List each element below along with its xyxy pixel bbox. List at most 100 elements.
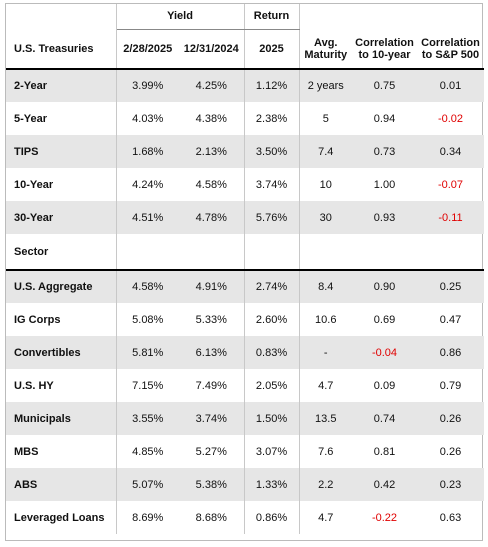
cell-value: 0.25 bbox=[417, 270, 485, 303]
cell-value: 3.07% bbox=[244, 435, 300, 468]
empty-cell bbox=[116, 234, 179, 270]
cell-value: 0.09 bbox=[373, 379, 396, 392]
column-header: Correlation to S&P 500 bbox=[421, 36, 480, 61]
cell-value: 10 bbox=[319, 178, 332, 191]
cell-value: 3.55% bbox=[116, 402, 179, 435]
row-label: TIPS bbox=[6, 135, 117, 168]
empty-cell bbox=[352, 4, 417, 29]
cell-value: 30 bbox=[299, 201, 353, 234]
cell-value: 0.79 bbox=[439, 379, 462, 392]
cell-value: 5.07% bbox=[116, 468, 179, 501]
row-label: ABS bbox=[6, 468, 117, 501]
row-label: Convertibles bbox=[6, 336, 117, 369]
cell-value: 3.50% bbox=[244, 135, 300, 168]
empty-cell bbox=[417, 234, 484, 270]
cell-value: 1.50% bbox=[244, 402, 300, 435]
cell-value: 0.86% bbox=[244, 501, 300, 534]
cell-value: 0.73 bbox=[352, 135, 418, 168]
cell-value: 2.60% bbox=[244, 303, 300, 336]
cell-value: 10.6 bbox=[315, 313, 337, 326]
cell-value: 4.03% bbox=[132, 112, 164, 125]
table-body: Yield Return U.S. Treasuries 2/28/2025 12/31… bbox=[6, 4, 485, 534]
row-label: IG Corps bbox=[6, 303, 117, 336]
cell-value: 0.01 bbox=[417, 69, 485, 102]
cell-value: 2.13% bbox=[179, 135, 245, 168]
cell-value: 0.42 bbox=[352, 468, 418, 501]
column-header: 2025 bbox=[244, 29, 300, 69]
data-row: 5-Year 4.03% 4.38% 2.38% 5 0.94 -0.02 bbox=[6, 102, 484, 135]
cell-value: 0.74 bbox=[352, 402, 418, 435]
empty-cell bbox=[299, 4, 352, 29]
cell-value: 0.63 bbox=[439, 511, 462, 524]
cell-value: 0.94 bbox=[373, 112, 396, 125]
cell-value: 3.99% bbox=[116, 69, 179, 102]
cell-value: 7.49% bbox=[179, 369, 245, 402]
cell-value: 2.05% bbox=[244, 369, 300, 402]
cell-value: 8.4 bbox=[299, 270, 353, 303]
data-row: U.S. Aggregate 4.58% 4.91% 2.74% 8.4 0.90 0.25 bbox=[6, 270, 485, 303]
cell-value: -0.22 bbox=[371, 511, 398, 524]
cell-value: 2.74% bbox=[244, 270, 300, 303]
cell-value: 5.76% bbox=[244, 201, 300, 234]
cell-value: 13.5 bbox=[299, 402, 353, 435]
cell-value: 3.74% bbox=[179, 402, 245, 435]
cell-value: -0.07 bbox=[437, 178, 464, 191]
cell-value: 4.25% bbox=[179, 69, 245, 102]
cell-value: 0.26 bbox=[439, 445, 462, 458]
data-row: IG Corps 5.08% 5.33% 2.60% 10.6 0.69 0.47 bbox=[6, 303, 484, 336]
cell-value: 4.91% bbox=[179, 270, 245, 303]
cell-value: 5.38% bbox=[179, 468, 245, 501]
row-label: 30-Year bbox=[6, 201, 117, 234]
cell-value: 4.85% bbox=[132, 445, 164, 458]
cell-value: 5.81% bbox=[116, 336, 179, 369]
cell-value: 4.24% bbox=[132, 178, 164, 191]
data-row: MBS 4.85% 5.27% 3.07% 7.6 0.81 0.26 bbox=[6, 435, 484, 468]
cell-value: 4.58% bbox=[179, 168, 245, 201]
row-label: 2-Year bbox=[6, 69, 117, 102]
cell-value: 8.68% bbox=[179, 501, 245, 534]
cell-value: 0.83% bbox=[244, 336, 300, 369]
row-label: U.S. HY bbox=[6, 369, 117, 402]
data-row: 30-Year 4.51% 4.78% 5.76% 30 0.93 -0.11 bbox=[6, 201, 485, 234]
row-label: Municipals bbox=[6, 402, 117, 435]
cell-value: 2.2 bbox=[299, 468, 353, 501]
cell-value: 4.51% bbox=[116, 201, 179, 234]
cell-value: 4.7 bbox=[318, 379, 334, 392]
row-label: 5-Year bbox=[6, 102, 117, 135]
column-header: 12/31/2024 bbox=[179, 29, 245, 69]
cell-value: 7.6 bbox=[318, 445, 334, 458]
column-header-row: U.S. Treasuries 2/28/2025 12/31/2024 2025 Av… bbox=[6, 29, 485, 69]
cell-value: - bbox=[299, 336, 353, 369]
cell-value: 1.33% bbox=[244, 468, 300, 501]
cell-value: 0.90 bbox=[352, 270, 418, 303]
cell-value: 0.26 bbox=[417, 402, 485, 435]
empty-cell bbox=[6, 4, 117, 29]
data-table: Yield Return U.S. Treasuries 2/28/2025 12/31… bbox=[6, 4, 485, 534]
row-label: Leveraged Loans bbox=[6, 501, 117, 534]
cell-value: 0.34 bbox=[417, 135, 485, 168]
cell-value: 5.33% bbox=[179, 303, 245, 336]
cell-value: 3.74% bbox=[244, 168, 300, 201]
data-row: TIPS 1.68% 2.13% 3.50% 7.4 0.73 0.34 bbox=[6, 135, 485, 168]
cell-value: 0.69 bbox=[373, 313, 396, 326]
cell-value: 1.12% bbox=[244, 69, 300, 102]
cell-value: 2.38% bbox=[244, 102, 300, 135]
cell-value: -0.11 bbox=[417, 201, 485, 234]
table-frame: Yield Return U.S. Treasuries 2/28/2025 12/31… bbox=[5, 3, 485, 541]
data-row: 2-Year 3.99% 4.25% 1.12% 2 years 0.75 0.01 bbox=[6, 69, 485, 102]
empty-cell bbox=[244, 234, 300, 270]
data-row: Convertibles 5.81% 6.13% 0.83% - -0.04 0.86 bbox=[6, 336, 485, 369]
empty-cell bbox=[417, 4, 484, 29]
section-title: Sector bbox=[6, 234, 117, 270]
cell-value: 0.47 bbox=[439, 313, 462, 326]
data-row: Leveraged Loans 8.69% 8.68% 0.86% 4.7 -0.22 0.… bbox=[6, 501, 484, 534]
row-label: MBS bbox=[6, 435, 117, 468]
cell-value: 0.93 bbox=[352, 201, 418, 234]
column-header: U.S. Treasuries bbox=[6, 29, 117, 69]
cell-value: 0.23 bbox=[417, 468, 485, 501]
cell-value: 8.69% bbox=[132, 511, 164, 524]
cell-value: 5.27% bbox=[179, 435, 245, 468]
cell-value: -0.02 bbox=[437, 112, 464, 125]
column-header: Correlation to 10-year bbox=[355, 36, 414, 61]
